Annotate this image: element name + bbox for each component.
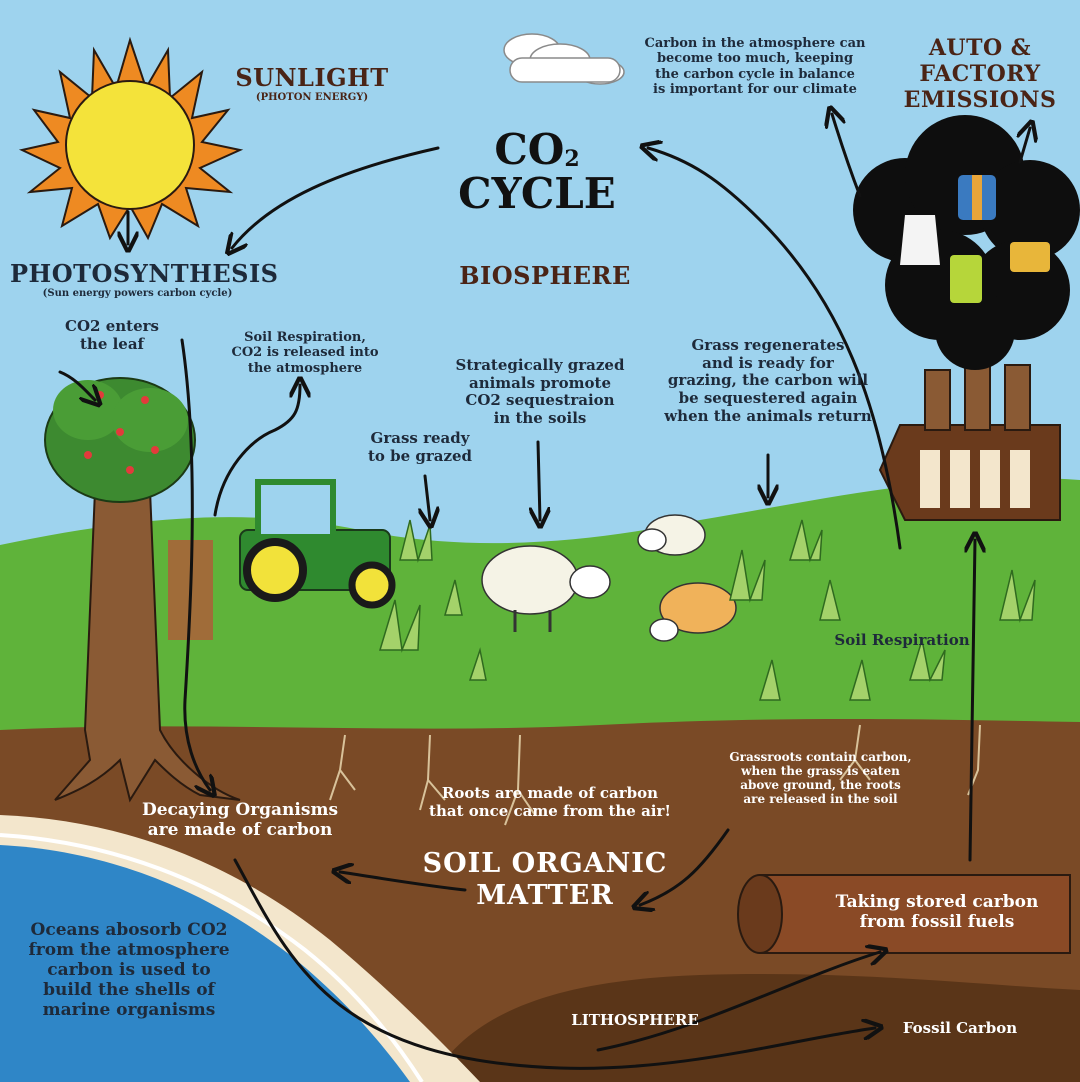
soil-resp-top-line2: CO2 is released into [231,345,379,361]
jacket-icon [958,175,996,220]
decaying-organisms-label: Decaying Organisms are made of carbon [120,800,360,840]
oceans-line4: build the shells of [43,980,215,1001]
tree-icon [44,377,241,803]
roots-line2: that once came from the air! [429,801,671,820]
title-subscript: 2 [564,146,580,172]
biosphere-label: BIOSPHERE [459,261,631,290]
grassroots-line3: above ground, the roots [740,778,901,793]
sheep-icon [481,545,611,632]
atmosphere-note-line3: the carbon cycle in balance [655,66,855,82]
grassroots-label: Grassroots contain carbon, when the gras… [718,750,923,807]
roots-label: Roots are made of carbon that once came … [420,784,680,820]
oceans-line5: marine organisms [42,1000,216,1021]
soil-resp-top-line3: the atmosphere [247,360,363,376]
title-co: CO [494,125,565,174]
fossil-fuel-pipe [737,874,1071,954]
grass-ready-label: Grass ready to be grazed [350,429,490,465]
oil-can-icon [1010,242,1050,272]
grass-ready-line2: to be grazed [367,446,473,465]
fossil-fuels-label: Taking stored carbon from fossil fuels [812,892,1062,932]
co2-leaf-line1: CO2 enters [65,317,159,335]
grassroots-line1: Grassroots contain carbon, [729,750,912,764]
lithosphere-label: LITHOSPHERE [571,1011,699,1029]
plastic-bag-icon [900,215,940,265]
oceans-line1: Oceans abosorb CO2 [30,920,228,940]
grazed-line3: CO2 sequestraion [465,391,615,410]
atmosphere-note-line1: Carbon in the atmosphere can [644,36,866,51]
grazed-animals-label: Strategically grazed animals promote CO2… [445,356,635,428]
photosynthesis-title: PHOTOSYNTHESIS [10,259,279,288]
sun-icon [18,36,244,241]
sunlight-label: SUNLIGHT (PHOTON ENERGY) [222,63,402,104]
sheep-icon [649,582,737,642]
fuel-can-icon [950,255,982,303]
cycle-arrows [58,114,1030,1070]
factory-icon [878,354,1061,521]
soil-respiration-top-label: Soil Respiration, CO2 is released into t… [220,330,390,376]
grazed-line2: animals promote [468,373,612,392]
sunlight-title: SUNLIGHT [235,63,389,92]
soil-respiration-right-label: Soil Respiration [834,631,970,649]
grassroots-line2: when the grass is eaten [741,764,900,779]
sunlight-subtitle: (PHOTON ENERGY) [255,92,369,104]
fossil-fuels-line2: from fossil fuels [859,912,1015,933]
grass-ready-line1: Grass ready [370,429,470,447]
soil-resp-top-line1: Soil Respiration, [244,330,366,345]
decaying-line1: Decaying Organisms [141,800,339,820]
grass-regen-line2: and is ready for [702,353,834,372]
grass-regen-line5: when the animals return [664,406,872,425]
auto-emissions-label: AUTO & FACTORY EMISSIONS [895,35,1065,114]
grass-regen-line3: grazing, the carbon will [667,371,869,390]
grazed-line4: in the soils [493,409,587,428]
grass-regenerates-label: Grass regenerates and is ready for grazi… [648,336,888,425]
atmosphere-note-line4: is important for our climate [653,81,857,97]
ocean-foam [0,833,424,1082]
sheep-icon [637,514,706,556]
grass-tufts [378,519,1036,701]
photosynthesis-label: PHOTOSYNTHESIS (Sun energy powers carbon… [10,259,279,300]
oceans-label: Oceans abosorb CO2 from the atmosphere c… [14,920,244,1020]
co2-leaf-label: CO2 enters the leaf [52,317,172,353]
soil-organic-matter-label: SOIL ORGANIC MATTER [420,848,670,912]
fossil-fuels-line1: Taking stored carbon [835,892,1039,912]
grass-regen-line4: be sequestered again [678,389,858,408]
auto-emissions-line3: EMISSIONS [903,86,1057,113]
grazed-line1: Strategically grazed [455,356,625,374]
co2-leaf-line2: the leaf [79,334,144,353]
page-title: CO2 CYCLE [452,125,622,219]
atmosphere-note-line2: become too much, keeping [656,51,854,67]
lithosphere-layer [430,973,1080,1082]
cloud-icon [503,33,625,85]
grassroots-line4: are released in the soil [743,792,898,807]
auto-emissions-line2: FACTORY [919,60,1041,87]
ocean [0,845,410,1082]
atmosphere-note: Carbon in the atmosphere can become too … [630,36,880,97]
grass-regen-line1: Grass regenerates [691,336,845,354]
oceans-line3: carbon is used to [47,960,211,981]
fossil-carbon-label: Fossil Carbon [902,1019,1018,1037]
soil-organic-line2: MATTER [476,879,614,911]
decaying-line2: are made of carbon [147,820,333,841]
soil-organic-line1: SOIL ORGANIC [422,848,668,879]
photosynthesis-subtitle: (Sun energy powers carbon cycle) [42,288,233,300]
title-cycle: CYCLE [458,169,616,219]
oceans-line2: from the atmosphere [28,940,230,961]
auto-emissions-line1: AUTO & [928,35,1032,61]
roots-line1: Roots are made of carbon [441,784,659,802]
